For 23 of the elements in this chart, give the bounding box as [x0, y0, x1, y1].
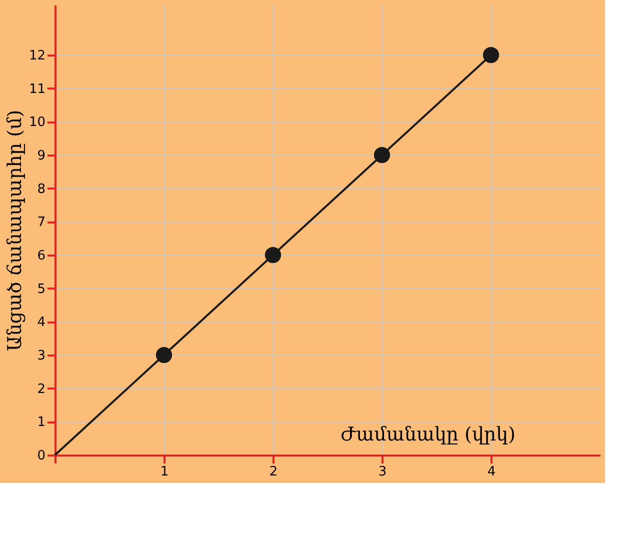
point: [374, 146, 390, 164]
point: [156, 346, 172, 364]
y-tick-label: 6: [37, 248, 46, 264]
x-tick-label: 1: [160, 464, 169, 480]
x-tick-label: 4: [487, 464, 496, 480]
y-tick-label: 1: [37, 415, 46, 430]
x-tick-label: 3: [378, 464, 387, 480]
y-tick-label: 8: [37, 182, 46, 197]
y-tick-label: 5: [37, 282, 46, 297]
x-axis-title: Ժամանակը (վրկ): [340, 424, 516, 446]
y-tick-label: 9: [37, 148, 46, 164]
y-tick-label: 0: [37, 448, 46, 464]
y-tick-label: 12: [28, 48, 46, 64]
y-tick-label: 2: [37, 382, 46, 397]
y-tick-label: 7: [37, 215, 46, 230]
y-axis-title: Անցած ճանապարհը (մ): [4, 110, 26, 352]
y-tick-label: 3: [37, 348, 46, 364]
point: [482, 46, 500, 64]
y-tick-label: 4: [37, 315, 46, 330]
y-tick-label: 11: [28, 82, 46, 97]
point: [264, 246, 282, 264]
x-tick-label: 2: [269, 464, 278, 480]
y-tick-label: 10: [28, 115, 46, 130]
